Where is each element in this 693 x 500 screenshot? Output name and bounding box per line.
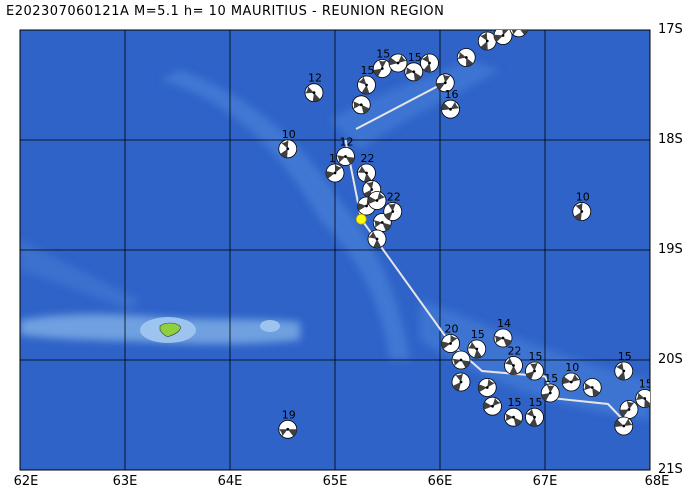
event-beachball — [420, 53, 439, 73]
event-beachball: 15 — [614, 350, 634, 381]
depth-label: 14 — [497, 317, 511, 330]
depth-label: 19 — [282, 408, 296, 421]
depth-label: 16 — [445, 88, 459, 101]
event-beachball: 15 — [540, 372, 560, 403]
depth-label: 15 — [508, 396, 522, 409]
depth-label: 12 — [340, 136, 354, 149]
depth-label: 15 — [529, 396, 543, 409]
event-beachball: 10 — [572, 191, 592, 221]
event-beachball: 14 — [493, 317, 513, 348]
epicenter-marker — [355, 213, 367, 225]
ridge-west — [20, 240, 140, 310]
depth-label: 15 — [408, 51, 422, 64]
lat-label: 18S — [658, 132, 683, 147]
depth-label: 15 — [544, 372, 558, 385]
map-title: E202307060121A M=5.1 h= 10 MAURITIUS - R… — [6, 4, 445, 19]
lat-label: 20S — [658, 352, 683, 367]
ridge-mid — [160, 70, 410, 360]
depth-label: 15 — [471, 328, 485, 341]
event-beachball: 10 — [561, 361, 581, 392]
event-beachball: 15 — [525, 350, 544, 381]
depth-label: 15 — [376, 48, 390, 61]
depth-label: 22 — [361, 152, 375, 165]
event-beachball: 22 — [357, 152, 376, 183]
track-line-north — [355, 78, 451, 130]
event-beachball — [477, 31, 497, 51]
event-beachball — [582, 378, 602, 397]
event-beachball: 20 — [441, 323, 460, 353]
event-beachball: 22 — [504, 345, 523, 375]
event-beachball: 15 — [635, 378, 653, 408]
lon-label: 67E — [532, 474, 558, 489]
event-beachball: 10 — [278, 128, 298, 159]
event-beachball: 12 — [304, 72, 324, 103]
ridge-north — [330, 60, 500, 150]
lon-label: 68E — [644, 474, 670, 489]
event-beachball: 15 — [504, 396, 523, 427]
event-beachball — [451, 372, 471, 392]
depth-label: 22 — [387, 191, 401, 204]
lon-label: 66E — [427, 474, 453, 489]
event-beachball: 22 — [383, 191, 403, 221]
event-beachball — [614, 416, 634, 436]
event-beachball: 15 — [525, 396, 544, 427]
event-beachball — [367, 229, 387, 249]
depth-label: 15 — [618, 350, 632, 363]
event-beachball — [435, 73, 455, 93]
depth-label: 20 — [497, 15, 511, 28]
lat-label: 17S — [658, 22, 683, 37]
lon-label: 64E — [217, 474, 243, 489]
shelf-rodrigues — [260, 320, 280, 332]
event-beachball — [456, 48, 476, 67]
event-beachball — [477, 378, 497, 397]
event-beachball: 16 — [441, 88, 460, 119]
depth-label: 20 — [445, 323, 459, 336]
event-beachball — [509, 30, 528, 38]
event-beachball — [351, 95, 371, 115]
depth-label: 15 — [361, 64, 375, 77]
lat-label: 19S — [658, 242, 683, 257]
event-beachball: 12 — [336, 136, 355, 166]
island — [159, 322, 181, 337]
lat-label: 21S — [658, 462, 683, 477]
depth-label: 10 — [282, 128, 296, 141]
event-beachball — [451, 350, 471, 370]
depth-label: 22 — [508, 345, 522, 358]
event-beachball: 20 — [493, 15, 513, 45]
lon-label: 63E — [112, 474, 138, 489]
event-beachball — [526, 10, 544, 28]
depth-label: 15 — [639, 378, 653, 391]
event-beachball: 15 — [467, 328, 487, 359]
event-beachball: 15 — [357, 64, 376, 95]
lon-label: 65E — [322, 474, 348, 489]
depth-label: 10 — [576, 191, 590, 204]
event-beachball — [388, 53, 408, 73]
depth-label: 15 — [529, 350, 543, 363]
event-beachball: 17 — [325, 152, 345, 183]
graticule — [20, 30, 650, 470]
depth-label: 10 — [565, 361, 579, 374]
event-beachball: 15 — [404, 51, 424, 82]
map-frame — [19, 29, 651, 471]
event-beachball: 19 — [278, 408, 298, 439]
event-beachball — [619, 400, 639, 419]
depth-label: 12 — [308, 72, 322, 85]
event-beachball — [483, 396, 502, 416]
event-beachball — [367, 191, 387, 210]
lon-label: 62E — [13, 474, 39, 489]
event-beachball: 15 — [372, 48, 392, 78]
